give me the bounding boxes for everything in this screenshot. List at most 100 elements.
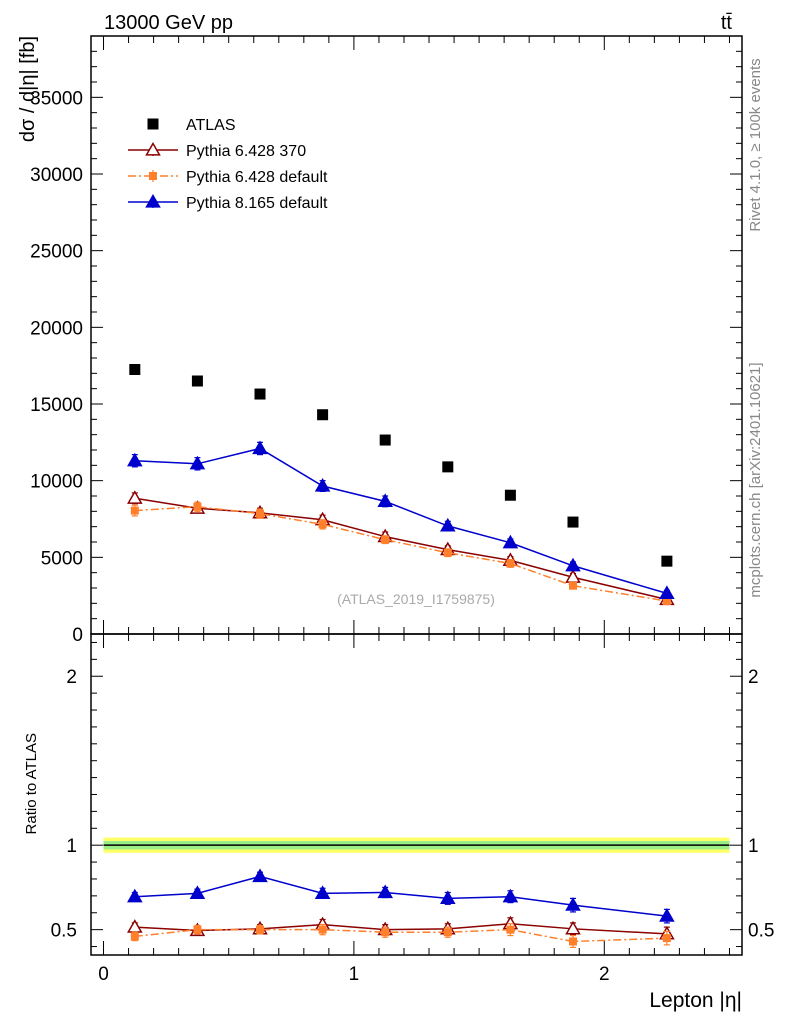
main-series-py6_default <box>130 501 671 606</box>
legend-label-py6_370: Pythia 6.428 370 <box>186 143 306 160</box>
main-point-atlas <box>317 409 329 421</box>
ratio-point-py8_default <box>377 884 393 899</box>
rivet-label: Rivet 4.1.0, ≥ 100k events <box>747 58 764 231</box>
x-axis-label: Lepton |η| <box>649 989 742 1012</box>
ratio-point-py6_default <box>318 925 327 934</box>
ratio-point-py8_default <box>189 885 206 899</box>
ratio-series-py8_default <box>127 868 675 924</box>
legend-marker-py6_370 <box>145 141 161 156</box>
main-point-atlas <box>129 364 141 375</box>
legend-label-py8_default: Pythia 8.165 default <box>186 195 328 212</box>
ratio-point-py6_default <box>443 928 452 937</box>
y-tick-label: 0 <box>72 625 83 646</box>
main-point-py6_default <box>256 509 265 518</box>
main-point-py8_default <box>659 585 675 599</box>
main-series-atlas <box>129 364 673 567</box>
main-point-py8_default <box>502 534 519 549</box>
ratio-y-tick-label: 2 <box>66 667 77 688</box>
ratio-point-py6_default <box>506 925 515 934</box>
main-point-py8_default <box>440 517 456 532</box>
y-tick-label: 10000 <box>30 472 83 493</box>
main-point-atlas <box>254 388 266 400</box>
main-point-py6_default <box>568 581 577 590</box>
ratio-point-py8_default <box>252 868 268 883</box>
main-point-py6_default <box>662 597 671 606</box>
main-point-atlas <box>191 375 203 387</box>
analysis-watermark: (ATLAS_2019_I1759875) <box>337 591 495 607</box>
ratio-point-py6_default <box>130 932 139 941</box>
ratio-point-py8_default <box>127 888 143 903</box>
legend-marker-atlas <box>147 118 159 130</box>
main-point-py6_default <box>130 506 139 515</box>
ratio-panel-frame <box>90 633 743 956</box>
y-tick-label: 35000 <box>30 88 83 109</box>
main-point-atlas <box>379 434 391 446</box>
ratio-point-py8_default <box>502 888 519 903</box>
main-point-atlas <box>504 489 516 501</box>
ratio-point-py6_default <box>193 925 202 934</box>
y-tick-label: 5000 <box>41 548 83 569</box>
main-point-py8_default <box>252 440 268 455</box>
main-point-py8_default <box>189 455 206 470</box>
axis-ticks: 0 5000 10000 15000 20000 25000 30000 35000 0 1 2 0.… <box>30 35 774 985</box>
main-series-py8_default <box>127 440 675 599</box>
main-point-atlas <box>442 461 454 473</box>
main-point-py8_default <box>127 452 143 467</box>
main-line-py6_default <box>134 505 668 602</box>
ratio-band <box>103 837 730 853</box>
ratio-y-tick-label: 1 <box>66 836 77 857</box>
mcplots-label: mcplots.cern.ch [arXiv:2401.10621] <box>747 362 764 597</box>
ratio-y-tick-label-right: 1 <box>748 836 759 857</box>
legend-entry-atlas: ATLAS <box>147 117 236 134</box>
legend-entry-py6_370: Pythia 6.428 370 <box>128 141 306 160</box>
y-axis-label: dσ / d|η| [fb] <box>17 36 39 142</box>
y-tick-label: 20000 <box>30 318 83 339</box>
ratio-point-py6_default <box>568 937 577 946</box>
ratio-point-py8_default <box>659 908 675 922</box>
legend-entry-py8_default: Pythia 8.165 default <box>128 193 328 212</box>
main-point-py6_default <box>318 520 327 529</box>
ratio-point-py8_default <box>314 885 331 899</box>
main-point-atlas <box>661 555 673 567</box>
main-point-py6_370 <box>127 490 143 504</box>
main-point-py8_default <box>377 493 393 507</box>
ratio-point-py6_370 <box>127 919 143 933</box>
main-point-py6_default <box>193 502 202 511</box>
ratio-point-py8_default <box>565 897 581 911</box>
process-label: tt̄ <box>721 12 733 34</box>
ratio-series-py6_default <box>130 923 671 948</box>
main-line-py6_370 <box>134 497 668 601</box>
ratio-point-py8_default <box>440 890 456 905</box>
header-title: 13000 GeV pp <box>104 12 233 34</box>
x-tick-label: 2 <box>599 964 610 985</box>
ratio-point-py6_default <box>381 928 390 937</box>
main-point-py6_default <box>381 535 390 544</box>
ratio-point-py6_default <box>256 925 265 934</box>
legend-label-py6_default: Pythia 6.428 default <box>186 169 328 186</box>
legend-label-atlas: ATLAS <box>186 117 236 134</box>
y-tick-label: 30000 <box>30 165 83 186</box>
ratio-y-tick-label: 0.5 <box>51 921 77 942</box>
main-point-py8_default <box>565 557 581 572</box>
data-series <box>127 364 675 948</box>
x-tick-label: 0 <box>98 964 109 985</box>
legend-entry-py6_default: Pythia 6.428 default <box>128 169 328 186</box>
main-point-py6_default <box>443 548 452 557</box>
legend-marker-py6_default <box>149 172 157 180</box>
main-point-py8_default <box>314 478 331 492</box>
ratio-point-py6_default <box>662 934 671 943</box>
ratio-line-py6_default <box>134 928 667 943</box>
legend-marker-py8_default <box>145 193 161 208</box>
x-tick-label: 1 <box>349 964 360 985</box>
ratio-y-tick-label-right: 0.5 <box>748 921 774 942</box>
ratio-line-py6_370 <box>134 922 667 935</box>
main-line-py8_default <box>134 447 668 595</box>
y-tick-label: 25000 <box>30 242 83 263</box>
ratio-y-axis-label: Ratio to ATLAS <box>23 733 40 834</box>
y-tick-label: 15000 <box>30 395 83 416</box>
ratio-line-py8_default <box>134 875 667 917</box>
ratio-y-tick-label-right: 2 <box>748 667 759 688</box>
legend: ATLAS Pythia 6.428 370 Pythia 6.428 defaul… <box>128 117 328 212</box>
main-point-atlas <box>567 516 579 528</box>
